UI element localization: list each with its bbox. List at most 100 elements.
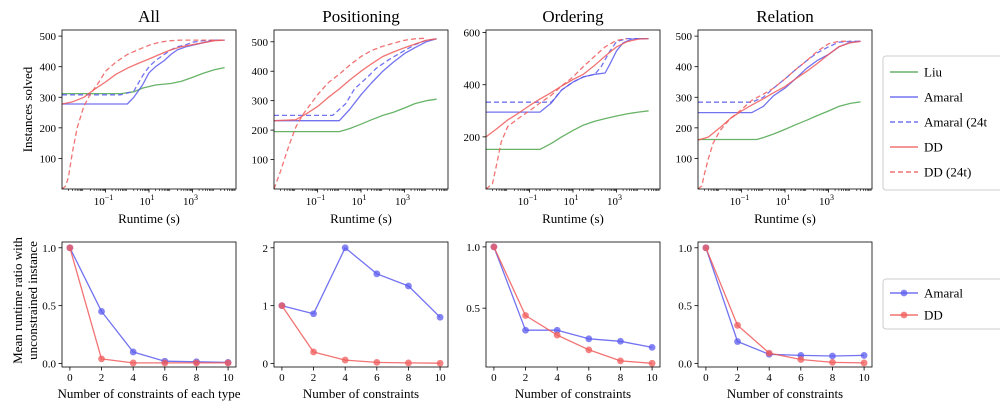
series-line-amaral [486,37,649,113]
data-point-dd [734,321,741,329]
subplot-title: All [138,7,160,26]
data-point-dd [648,359,656,367]
legend-label: Liu [924,65,943,80]
series-line-dd-24t- [62,39,225,189]
data-point-dd [702,244,710,252]
series-line-amaral [274,38,437,122]
x-axis-label: Runtime (s) [542,211,604,226]
series-line-amaral-24t [698,40,861,103]
y-axis-label: Mean runtime ratio with [10,237,25,364]
data-point-amaral [617,337,624,345]
series-line-dd [698,40,861,141]
x-axis-label: Runtime (s) [330,211,392,226]
y-tick-label: 400 [464,80,481,92]
series-line-liu [698,101,861,141]
x-axis-label: Number of constraints of each type [57,386,240,401]
y-tick-label: 0.5 [678,301,692,313]
y-tick-label: 300 [40,92,57,104]
y-tick-label: 600 [464,28,481,40]
data-point-amaral [405,282,412,290]
plot-area [62,39,225,189]
data-point-dd [585,346,593,354]
data-point-dd [193,359,200,367]
x-tick-label: 103 [395,193,410,208]
y-tick-label: 200 [40,123,57,135]
x-tick-label: 101 [776,193,791,208]
data-point-dd [66,244,74,252]
x-tick-label: 10 [435,372,447,384]
subplot-2: 10−1 101 103 100 200 300 400 500 Positioning Runt… [252,7,449,226]
y-tick-label: 1.0 [42,243,56,255]
x-tick-label: 10−1 [94,193,114,208]
x-tick-label: 0 [491,372,497,384]
data-point-amaral [860,352,868,359]
legend-label: DD [924,140,943,155]
x-axis-label: Number of constraints [303,386,419,401]
data-point-dd [522,312,529,319]
x-tick-label: 10 [859,372,871,384]
x-tick-label: 0 [703,372,709,384]
y-tick-label: 2 [263,243,269,255]
series-line-liu [62,66,225,95]
series-line-dd [274,38,437,122]
data-point-amaral [585,335,593,343]
legend-marker [900,289,908,297]
data-point-dd [553,331,561,339]
y-tick-label: 500 [40,31,57,43]
x-tick-label: 2 [99,372,105,384]
subplot-5: 0 2 4 6 8 10 0.0 0.5 1.0 Number of constraints of… [10,237,241,401]
x-tick-label: 4 [766,372,772,384]
x-tick-label: 4 [342,372,348,384]
legend-label: Amaral (24t [924,115,988,130]
x-tick-label: 6 [586,372,592,384]
subplot-8: 0 2 4 6 8 10 0.0 0.5 1.0 Number of constraints [678,241,873,401]
data-point-dd [341,356,349,364]
data-point-amaral [310,310,317,318]
data-point-dd [224,359,232,367]
legend-box [882,278,1000,330]
subplot-3: 10−1 101 103 200 400 600 Ordering Runtime (s) [464,7,661,226]
axes-frame [697,241,873,368]
x-axis-label: Runtime (s) [118,211,180,226]
x-axis-label: Number of constraints [515,386,631,401]
data-point-amaral [829,352,836,360]
series-line-dd-24t- [698,40,851,189]
legend-label: DD [924,308,943,323]
y-tick-label: 0 [263,359,269,371]
axes-frame [697,29,873,190]
y-axis-label: Instances solved [20,66,35,152]
y-tick-label: 400 [40,62,57,74]
axes-frame [273,29,449,190]
x-axis-label: Number of constraints [727,386,843,401]
y-tick-label: 0.5 [42,301,56,313]
series-line-dd [69,247,229,364]
y-tick-label: 400 [252,66,269,78]
data-point-dd [405,359,412,367]
y-tick-label: 0.5 [466,303,480,315]
data-point-dd [129,359,137,367]
plot-area [702,244,868,367]
x-tick-label: 10−1 [518,193,538,208]
series-line-dd [705,247,865,364]
x-tick-label: 10−1 [306,193,326,208]
plot-area [490,243,656,367]
y-tick-label: 300 [676,92,693,104]
data-point-amaral [436,313,444,321]
x-tick-label: 103 [819,193,834,208]
axes-frame [61,241,237,368]
plot-area [698,40,861,189]
plot-area [66,244,232,367]
x-tick-label: 2 [735,372,741,384]
x-tick-label: 101 [564,193,579,208]
data-point-amaral [553,326,561,334]
x-tick-label: 0 [279,372,285,384]
legend-box [882,55,1000,191]
x-tick-label: 8 [406,372,412,384]
data-point-dd [436,359,444,367]
data-point-amaral [648,343,656,351]
axes-frame [273,241,449,368]
data-point-amaral [129,348,137,356]
y-tick-label: 100 [40,153,57,165]
series-line-dd [62,39,225,105]
